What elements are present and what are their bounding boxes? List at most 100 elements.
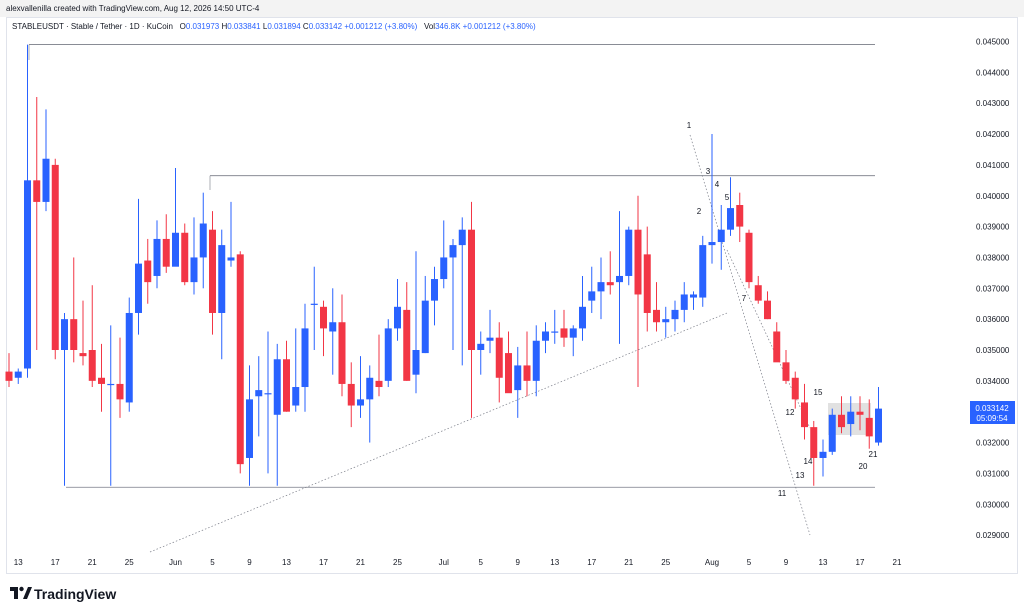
high-value: 0.033841 [227,22,261,31]
wave-label: 15 [814,388,823,397]
candle-body [486,337,494,341]
trend-line[interactable] [726,249,811,429]
high-label: H [221,22,228,31]
time-tick-label: 21 [88,558,97,567]
time-tick-label: 17 [856,558,865,567]
wave-label: 12 [786,408,795,417]
time-tick-label: 9 [516,558,521,567]
candle-body [338,322,346,384]
wave-label: 3 [706,167,711,176]
candle-body [227,257,235,261]
last-price-badge: 0.033142 05:09:54 [970,401,1015,424]
footer: TradingView [0,576,1024,612]
last-price-value: 0.033142 [975,404,1009,413]
candle-body [394,306,401,329]
price-axis[interactable]: 0.045000 0.044000 0.043000 0.042000 0.041000… [976,38,1010,541]
trend-line[interactable] [689,134,811,536]
candle-body [828,414,836,452]
wave-label: 5 [725,193,730,202]
candle-body [551,331,559,333]
time-tick-label: Jul [439,558,449,567]
time-tick-label: 17 [51,558,60,567]
candle-body [736,205,744,227]
candle-body [865,417,873,437]
chart-area[interactable] [6,17,1018,574]
candle-body [172,232,179,267]
candle-body [70,319,78,350]
candle-body [255,390,263,397]
time-tick-label: 5 [747,558,752,567]
candle-body [33,180,41,202]
volume-change: +0.001212 (+3.80%) [462,22,536,31]
candle-body [754,285,762,301]
price-tick-label: 0.041000 [976,161,1010,170]
candle-body [773,331,781,363]
candle-body [782,362,790,381]
price-change: +0.001212 (+3.80%) [344,22,418,31]
candle-body [181,232,189,283]
candle-body [357,399,364,406]
candle-body [717,229,725,243]
candle-body [153,238,161,276]
candle-body [764,300,771,320]
candle-body [588,291,596,301]
symbol-legend[interactable]: STABLEUSDT · Stable / Tether · 1D · KuCo… [12,20,536,34]
candle-body [449,245,457,258]
time-tick-label: 5 [210,558,215,567]
candle-body [301,328,309,388]
chart-caption: alexvallenilla created with TradingView.… [6,4,260,13]
volume-value: 346.8K [435,22,461,31]
time-tick-label: 13 [14,558,23,567]
candle-body [403,309,411,381]
candle-body [819,451,827,458]
candle-body [458,229,466,246]
time-axis[interactable]: 13 17 21 25 Jun 5 9 13 17 21 25 Jul 5 9 13 17 21 25 Aug 5 9 1… [14,558,902,567]
candle-body [144,260,152,283]
candle-body [560,328,568,338]
wave-label: 11 [778,489,787,498]
price-chart[interactable]: 0.045000 0.044000 0.043000 0.042000 0.041000… [0,0,1024,576]
price-tick-label: 0.043000 [976,99,1010,108]
candle-body [634,229,642,295]
candle-body [366,377,374,400]
candle-body [791,377,799,400]
candle-body [190,257,198,283]
candle-body [283,359,290,412]
candle-body [856,411,864,415]
candle-body [162,238,170,267]
candle-body [653,309,660,323]
candle-body [5,371,13,381]
time-tick-label: 25 [125,558,134,567]
price-tick-label: 0.034000 [976,377,1010,386]
time-tick-label: Jun [169,558,182,567]
candle-body [440,257,448,280]
wave-label: 20 [859,462,868,471]
price-tick-label: 0.040000 [976,192,1010,201]
candle-body [116,383,124,400]
price-tick-label: 0.035000 [976,346,1010,355]
candle-body [847,411,855,425]
candle-body [384,328,392,381]
candle-body [514,365,522,391]
candle-body [88,350,96,381]
candle-body [532,340,540,381]
candle-body [107,383,115,386]
trend-line[interactable] [149,312,728,553]
symbol-name[interactable]: STABLEUSDT · Stable / Tether · 1D · KuCo… [12,22,173,31]
candle-body [542,331,549,341]
candle-body [236,254,244,465]
price-tick-label: 0.045000 [976,38,1010,47]
candle-body [98,377,105,384]
candle-body [79,353,87,357]
candle-body [320,306,327,329]
wave-label: 7 [742,294,747,303]
price-tick-label: 0.037000 [976,284,1010,293]
price-tick-label: 0.030000 [976,500,1010,509]
chart-caption-bar: alexvallenilla created with TradingView.… [0,0,1024,17]
time-tick-label: 13 [282,558,291,567]
candle-body [477,343,485,350]
candle-body [42,158,50,202]
price-tick-label: 0.039000 [976,223,1010,232]
price-tick-label: 0.036000 [976,315,1010,324]
